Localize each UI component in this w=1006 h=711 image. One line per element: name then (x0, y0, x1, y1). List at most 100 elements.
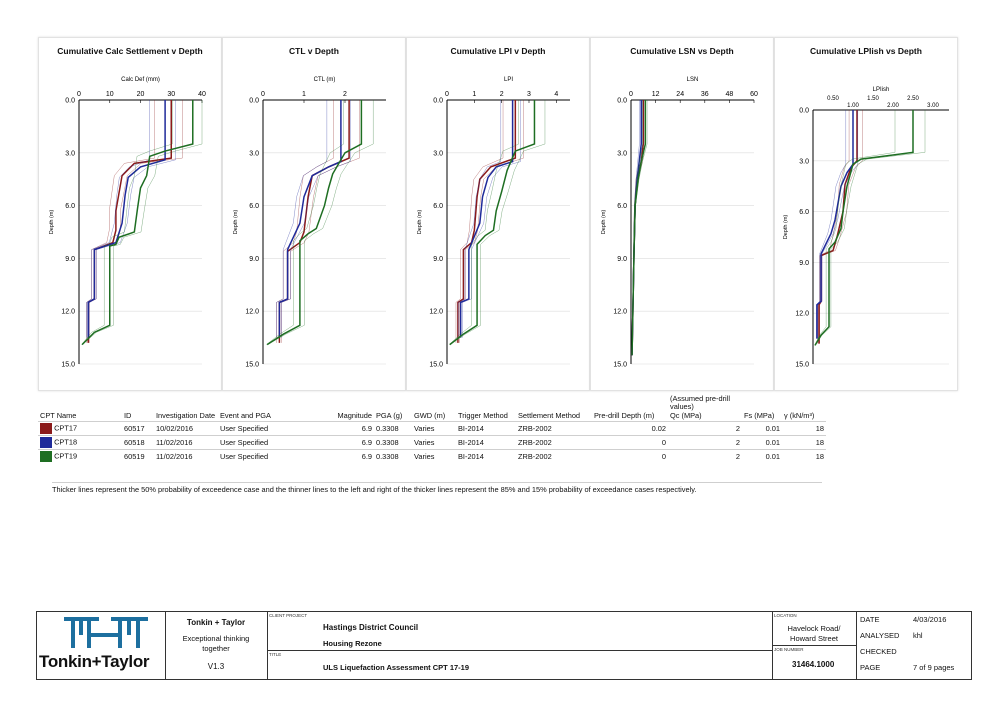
col-header: ID (124, 411, 132, 420)
series-line-upper (449, 100, 546, 345)
x-tick-label: 4 (554, 91, 558, 98)
x-tick-label: 1.50 (867, 96, 879, 102)
company-name: Tonkin + Taylor (186, 618, 246, 627)
fs-cell: 0.01 (742, 421, 782, 436)
logo-wordmark: Tonkin+Taylor (39, 652, 150, 671)
y-tick-label: 9.0 (617, 256, 627, 263)
y-tick-label: 15.0 (245, 362, 259, 369)
series-line-lower (457, 100, 502, 338)
chart-panel-lpi: Cumulative LPI v Depth LPI 0.0 3.0 6.0 9.0 12… (406, 37, 590, 391)
x-tick-label: 36 (701, 91, 709, 98)
col-header: Event and PGA (220, 411, 271, 420)
series-swatch (40, 451, 52, 462)
gamma-cell: 18 (782, 449, 826, 463)
series-line-upper (819, 110, 863, 344)
table-row: CPT19 60519 11/02/2016 User Specified 6.… (38, 449, 826, 463)
ctl-chart: CTL (m) 0.0 3.0 6.0 9.0 12.0 15.0 0 1 2 Depth (m) (233, 77, 386, 369)
location-value: Havelock Road/ Howard Street (787, 624, 841, 643)
event-cell: User Specified (218, 435, 332, 450)
project-name: Housing Rezone (323, 639, 382, 648)
col-header: CPT Name (40, 411, 77, 420)
x-tick-label: 2 (500, 91, 504, 98)
y-tick-label: 9.0 (799, 260, 809, 267)
predrill-cell: 0 (592, 449, 668, 463)
analysed-label: ANALYSED (860, 631, 900, 640)
job-number: 31464.1000 (792, 660, 835, 669)
x-axis-label: LPIish (873, 87, 890, 93)
series-line-upper (817, 110, 859, 339)
y-tick-label: 9.0 (433, 256, 443, 263)
table-footnote: Thicker lines represent the 50% probabil… (52, 482, 822, 494)
x-axis-label: LPI (504, 77, 513, 83)
y-tick-label: 0.0 (65, 98, 75, 105)
chart-panel-lpiish: Cumulative LPIish vs Depth LPIish 0.0 3.0 6… (774, 37, 958, 391)
chart-title: Cumulative Calc Settlement v Depth (57, 46, 203, 56)
x-axis-label: CTL (m) (314, 77, 336, 83)
series-line-lower (449, 100, 519, 345)
gamma-cell: 18 (782, 435, 826, 450)
series-line (81, 100, 194, 346)
series-line (87, 100, 172, 343)
client-name: Hastings District Council (323, 623, 419, 632)
col-header: GWD (m) (414, 411, 446, 420)
pga-cell: 0.3308 (374, 435, 412, 450)
series-line-upper (458, 100, 524, 343)
cpt-name: CPT18 (54, 437, 78, 447)
chart-panel-lsn: Cumulative LSN vs Depth LSN 0.0 3.0 6.0 9.0 1… (590, 37, 774, 391)
trigger-cell: BI-2014 (456, 421, 516, 436)
series-swatch (40, 437, 52, 448)
x-tick-label: 48 (726, 91, 734, 98)
y-tick-label: 15.0 (795, 362, 809, 369)
gwd-cell: Varies (412, 449, 456, 463)
y-axis-label: Depth (m) (783, 215, 789, 240)
series-line (816, 110, 854, 339)
col-header: (Assumed pre-drill values) Qc (MPa) (668, 393, 742, 422)
project-cell: CLIENT PROJECT Hastings District Council… (267, 612, 773, 679)
chart-title: Cumulative LPI v Depth (450, 46, 546, 56)
cpt-name: CPT17 (54, 423, 78, 433)
x-tick-label: 1.00 (847, 103, 859, 109)
y-tick-label: 6.0 (617, 203, 627, 210)
cpt-name-cell: CPT18 (38, 435, 122, 450)
date-cell: 10/02/2016 (154, 421, 218, 436)
y-tick-label: 0.0 (617, 98, 627, 105)
qc-note: (Assumed pre-drill values) (670, 394, 730, 411)
page-label: PAGE (860, 663, 881, 672)
divider (772, 645, 856, 646)
x-tick-label: 24 (676, 91, 684, 98)
x-tick-label: 0 (261, 91, 265, 98)
series-line-upper (82, 100, 203, 345)
lpiish-chart: LPIish 0.0 3.0 6.0 9.0 12.0 15.0 0.50 1.50 2.50 1.… (783, 87, 949, 369)
col-header: Fs (MPa) (744, 411, 775, 420)
settle-cell: ZRB-2002 (516, 421, 592, 436)
date-cell: 11/02/2016 (154, 435, 218, 450)
y-axis-label: Depth (m) (233, 210, 239, 235)
gamma-cell: 18 (782, 421, 826, 436)
series-line-upper (267, 100, 374, 345)
client-label: CLIENT PROJECT (269, 613, 308, 618)
y-tick-label: 6.0 (799, 209, 809, 216)
y-tick-label: 9.0 (65, 256, 75, 263)
cpt-table: CPT Name ID Investigation Date Event and… (38, 393, 826, 463)
y-axis-label: Depth (m) (417, 210, 423, 235)
id-cell: 60517 (122, 421, 154, 436)
x-tick-label: 3.00 (927, 103, 939, 109)
date-label: DATE (860, 615, 880, 624)
col-header: Investigation Date (156, 411, 216, 420)
y-tick-label: 15.0 (429, 362, 443, 369)
y-tick-label: 6.0 (249, 203, 259, 210)
mag-cell: 6.9 (332, 449, 374, 463)
settle-cell: ZRB-2002 (516, 435, 592, 450)
tagline: Exceptional thinking together (182, 634, 250, 653)
x-tick-label: 40 (198, 91, 206, 98)
series-line (278, 100, 350, 343)
tt-logo-icon (64, 617, 148, 648)
col-header: Magnitude (337, 411, 372, 420)
col-header: Trigger Method (458, 411, 508, 420)
cpt-name-cell: CPT19 (38, 449, 122, 463)
x-tick-label: 30 (167, 91, 175, 98)
fs-cell: 0.01 (742, 435, 782, 450)
qc-cell: 2 (668, 421, 742, 436)
series-line-lower (814, 110, 896, 346)
meta-cell: DATE 4/03/2016 ANALYSED khl CHECKED PAGE… (857, 612, 971, 679)
